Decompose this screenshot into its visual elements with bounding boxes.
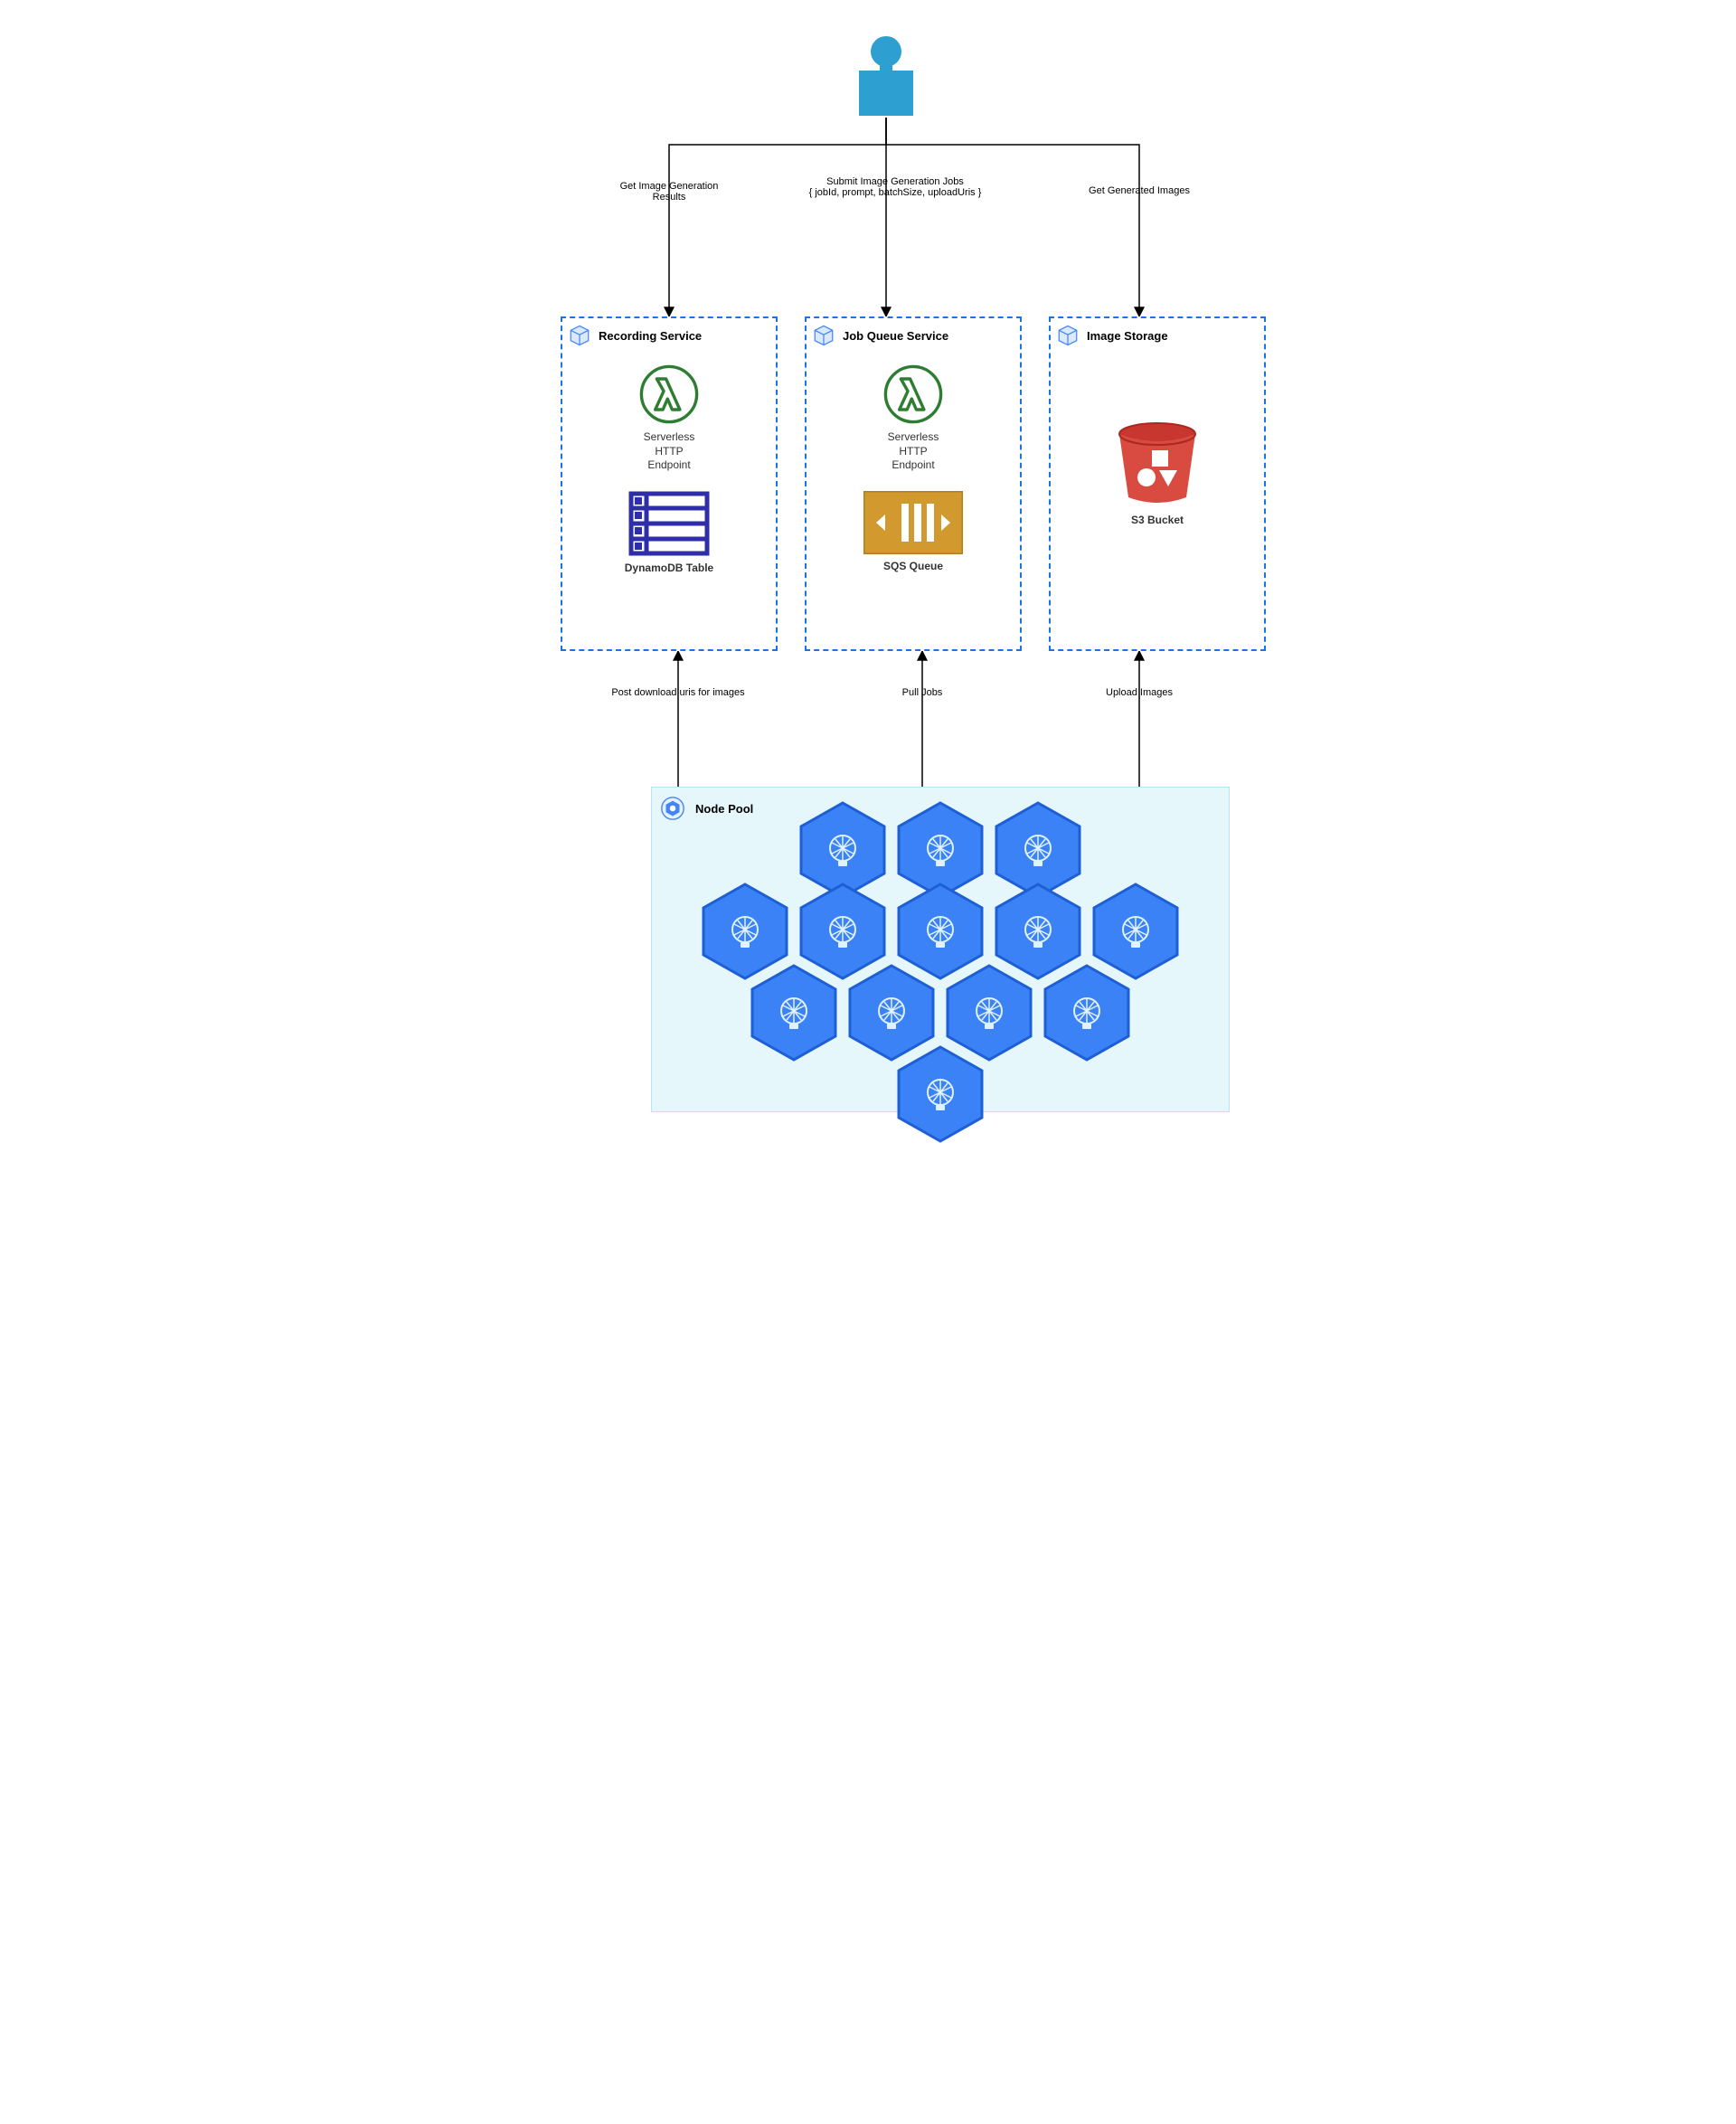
edge-label-pull-jobs: Pull Jobs: [823, 687, 1022, 698]
worker-node-hex: [895, 1043, 986, 1145]
ai-worker-icon: [725, 911, 765, 951]
lambda-icon: [638, 363, 700, 425]
container-icon: [1056, 324, 1080, 347]
sqs-component: SQS Queue: [863, 491, 963, 574]
ai-worker-icon: [1018, 830, 1058, 870]
edge-label-post-uris: Post download uris for images: [579, 687, 778, 698]
worker-node-hex: [749, 962, 839, 1063]
ai-worker-icon: [872, 993, 911, 1033]
ai-worker-icon: [1067, 993, 1107, 1033]
service-title: Job Queue Service: [843, 329, 948, 343]
lambda-label: ServerlessHTTPEndpoint: [644, 430, 695, 473]
dynamodb-component: DynamoDB Table: [625, 491, 713, 576]
ai-worker-icon: [920, 1074, 960, 1114]
ai-worker-icon: [774, 993, 814, 1033]
edge-label-get-images: Get Generated Images: [1040, 185, 1239, 196]
hex-grid: [652, 833, 1229, 1111]
lambda-component: ServerlessHTTPEndpoint: [882, 363, 944, 473]
container-icon: [568, 324, 591, 347]
edge-label-get-results: Get Image GenerationResults: [570, 181, 769, 203]
lambda-component: ServerlessHTTPEndpoint: [638, 363, 700, 473]
s3-component: S3 Bucket: [1112, 418, 1203, 528]
gcp-nodepool-icon: [659, 795, 686, 822]
service-job-queue: Job Queue Service ServerlessHTTPEndpoint…: [805, 316, 1022, 651]
sqs-icon: [863, 491, 963, 554]
ai-worker-icon: [1116, 911, 1156, 951]
dynamodb-label: DynamoDB Table: [625, 562, 713, 576]
service-title: Recording Service: [599, 329, 702, 343]
dynamodb-icon: [628, 491, 710, 556]
node-pool-title: Node Pool: [695, 802, 753, 816]
ai-worker-icon: [823, 830, 863, 870]
service-title: Image Storage: [1087, 329, 1168, 343]
architecture-diagram: Get Image GenerationResults Submit Image…: [425, 36, 1311, 1121]
s3-bucket-icon: [1112, 418, 1203, 508]
edge-label-upload-images: Upload Images: [1040, 687, 1239, 698]
worker-node-hex: [1042, 962, 1132, 1063]
edge-label-submit-jobs: Submit Image Generation Jobs{ jobId, pro…: [787, 176, 1004, 198]
service-recording: Recording Service ServerlessHTTPEndpoint…: [561, 316, 778, 651]
ai-worker-icon: [969, 993, 1009, 1033]
ai-worker-icon: [920, 830, 960, 870]
ai-worker-icon: [1018, 911, 1058, 951]
lambda-label: ServerlessHTTPEndpoint: [888, 430, 939, 473]
service-image-storage: Image Storage S3 Bucket: [1049, 316, 1266, 651]
lambda-icon: [882, 363, 944, 425]
ai-worker-icon: [823, 911, 863, 951]
sqs-label: SQS Queue: [883, 560, 943, 574]
container-icon: [812, 324, 835, 347]
user-actor-icon: [859, 36, 913, 118]
node-pool-container: Node Pool: [651, 787, 1230, 1112]
ai-worker-icon: [920, 911, 960, 951]
s3-label: S3 Bucket: [1131, 514, 1184, 528]
